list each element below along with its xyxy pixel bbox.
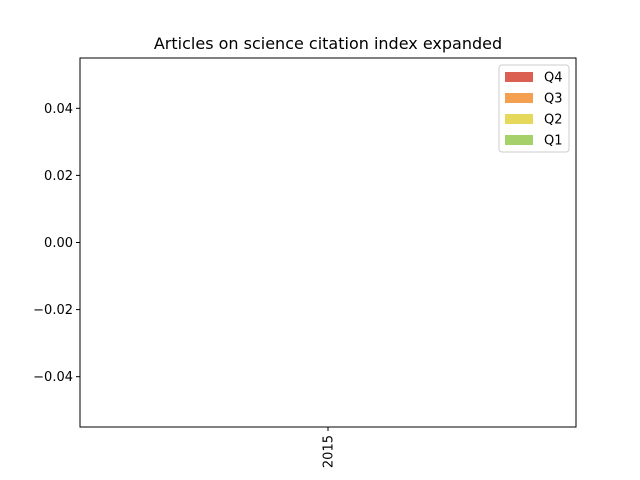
x-tick-label: 2015 xyxy=(322,435,337,468)
legend-swatch-q2 xyxy=(505,114,533,124)
y-axis: 0.04 0.02 0.00 −0.02 −0.04 xyxy=(33,102,80,385)
y-tick-label: 0.02 xyxy=(44,169,73,184)
y-tick-label: −0.04 xyxy=(33,370,73,385)
legend-label-q4: Q4 xyxy=(544,71,563,86)
chart-title: Articles on science citation index expan… xyxy=(154,34,502,53)
legend-swatch-q3 xyxy=(505,93,533,103)
legend-label-q3: Q3 xyxy=(544,92,563,107)
x-axis: 2015 xyxy=(322,427,337,468)
legend-box xyxy=(498,64,570,153)
legend-swatch-q1 xyxy=(505,135,533,145)
y-tick-label: 0.00 xyxy=(44,236,73,251)
legend-swatch-q4 xyxy=(505,72,533,82)
legend-label-q2: Q2 xyxy=(544,113,563,128)
y-tick-label: −0.02 xyxy=(33,303,73,318)
plot-area xyxy=(79,57,577,428)
y-tick-label: 0.04 xyxy=(44,102,73,117)
legend: Q4 Q3 Q2 Q1 xyxy=(498,64,570,153)
legend-label-q1: Q1 xyxy=(544,134,563,149)
